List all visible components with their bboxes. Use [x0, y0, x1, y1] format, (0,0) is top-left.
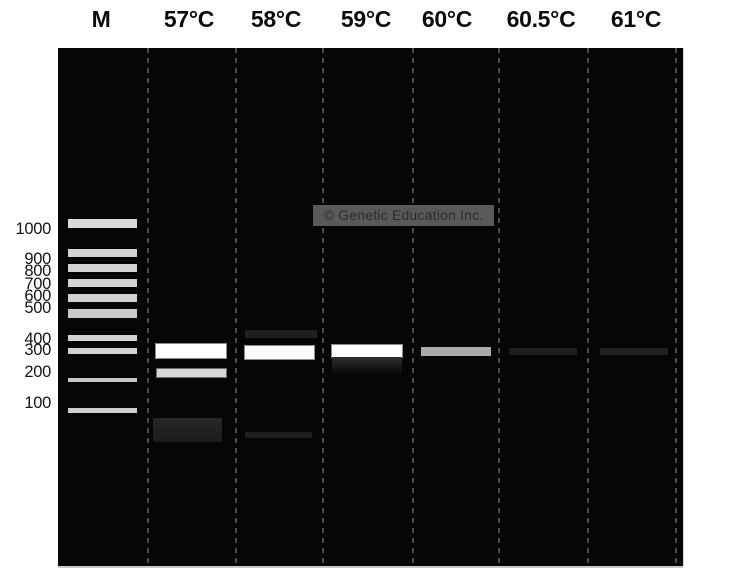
size-label-500: 500: [24, 299, 51, 317]
size-label-700: 700: [24, 275, 51, 293]
size-label-300: 300: [24, 341, 51, 359]
ladder-band-100: [68, 408, 137, 413]
ladder-band-300: [68, 348, 137, 354]
band-59C-2: [332, 357, 402, 375]
band-57C-1: [156, 344, 226, 358]
band-59C-1: [332, 345, 402, 357]
lane-title-61C: 61°C: [610, 6, 662, 32]
band-58C-3: [245, 432, 312, 438]
ladder-band-200: [68, 378, 137, 382]
lane-divider: [675, 48, 677, 566]
gel-panel: © Genetic Education Inc.: [58, 48, 683, 566]
band-57C-2: [157, 369, 226, 377]
band-60C-1: [421, 347, 491, 356]
band-61C-1: [600, 348, 668, 355]
ladder-band-400: [68, 335, 137, 341]
size-label-900: 900: [24, 250, 51, 268]
lane-title-60.5C: 60.5°C: [506, 6, 576, 32]
size-label-600: 600: [24, 287, 51, 305]
ladder-band-700: [68, 279, 137, 287]
lane-divider: [587, 48, 589, 566]
lane-title-58C: 58°C: [250, 6, 302, 32]
band-60.5C-1: [509, 348, 577, 355]
ladder-band-800: [68, 264, 137, 272]
size-label-400: 400: [24, 330, 51, 348]
size-label-200: 200: [24, 363, 51, 381]
ladder-band-1000: [68, 219, 137, 228]
lane-divider: [322, 48, 324, 566]
lane-divider: [498, 48, 500, 566]
lane-divider: [147, 48, 149, 566]
lane-divider: [235, 48, 237, 566]
watermark: © Genetic Education Inc.: [313, 205, 494, 226]
band-58C-2: [245, 346, 314, 359]
size-label-1000: 1000: [15, 220, 51, 238]
band-58C-1: [245, 330, 317, 338]
lane-title-59C: 59°C: [340, 6, 392, 32]
lane-divider: [412, 48, 414, 566]
ladder-band-500: [68, 309, 137, 318]
band-57C-3: [153, 418, 222, 442]
size-label-100: 100: [24, 394, 51, 412]
lane-title-M: M: [91, 6, 111, 32]
lane-title-60C: 60°C: [421, 6, 473, 32]
size-label-800: 800: [24, 262, 51, 280]
ladder-band-600: [68, 294, 137, 302]
lane-title-57C: 57°C: [163, 6, 215, 32]
ladder-band-900: [68, 249, 137, 257]
